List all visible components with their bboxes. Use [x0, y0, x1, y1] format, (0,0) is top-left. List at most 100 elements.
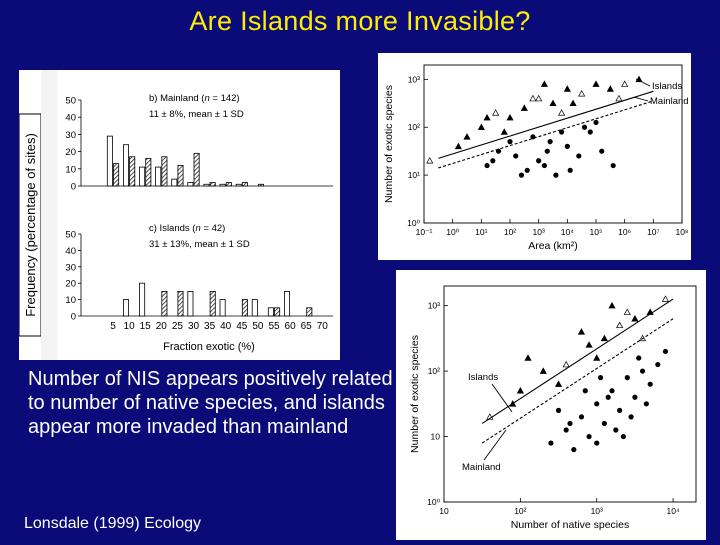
series-arrow: [635, 78, 651, 87]
x-tick-label: 10²: [504, 227, 516, 237]
islands-histogram: 0 10 20 30 40 50: [65, 230, 333, 323]
y-tick-label: 10⁰: [427, 497, 440, 507]
mainland-point: [563, 427, 569, 433]
y-tick-label: 50: [65, 230, 76, 241]
island-point: [661, 295, 670, 302]
bar-open: [187, 182, 194, 187]
mainland-point: [547, 139, 553, 145]
mainland-point: [636, 355, 642, 361]
island-point: [540, 80, 548, 87]
series-label: Islands: [468, 372, 498, 383]
island-point: [608, 301, 616, 309]
bar-hatched: [274, 307, 281, 317]
island-point: [623, 308, 631, 315]
island-point: [592, 80, 600, 87]
y-tick-label: 10³: [428, 301, 440, 311]
x-tick-label: 60: [285, 321, 297, 332]
island-point: [631, 315, 639, 322]
y-axis-label: Number of exotic species: [409, 335, 421, 453]
island-point: [554, 380, 563, 387]
mainland-point: [564, 143, 570, 149]
regression-line: [481, 318, 674, 444]
mainland-point: [662, 348, 669, 355]
bar-open: [139, 166, 146, 187]
bar-open: [123, 144, 130, 187]
x-tick-label: 10¹: [475, 227, 487, 237]
y-tick-label: 20: [65, 279, 76, 290]
x-tick-label: 5: [110, 321, 116, 332]
mainland-point: [628, 414, 634, 420]
regression-line: [481, 298, 674, 424]
bar-hatched: [209, 182, 216, 187]
y-tick-label: 0: [71, 182, 76, 193]
bar-open: [203, 183, 210, 187]
island-point: [500, 128, 508, 135]
x-tick-label: 40: [220, 321, 232, 332]
mainland-point: [567, 167, 573, 173]
y-tick-label: 10⁰: [407, 218, 420, 228]
y-tick-label: 50: [65, 96, 76, 107]
bar-hatched: [257, 183, 264, 187]
bar-hatched: [113, 163, 120, 187]
bar-open: [123, 299, 130, 317]
mainland-point: [597, 375, 604, 381]
histogram-svg: Frequency (percentage of sites) b) Mainl…: [18, 70, 340, 360]
mainland-point: [593, 119, 599, 126]
y-tick-label: 10²: [428, 366, 440, 376]
island-point: [539, 367, 547, 374]
x-tick-label: 10⁸: [675, 227, 688, 237]
island-point: [454, 142, 462, 150]
y-tick-label: 10²: [408, 122, 420, 132]
mainland-point: [555, 407, 562, 413]
island-point: [621, 80, 629, 87]
bar-hatched: [306, 307, 313, 317]
island-point: [593, 354, 601, 361]
bar-hatched: [193, 152, 200, 187]
bar-open: [267, 307, 274, 317]
y-tick-label: 10³: [408, 74, 420, 84]
slide-caption: Number of NIS appears positively related…: [28, 368, 393, 438]
bar-hatched: [161, 156, 168, 187]
x-tick-label: 10⁰: [446, 227, 459, 237]
mainland-point: [624, 375, 630, 381]
mainland-point: [559, 129, 565, 135]
x-tick-label: 10⁷: [647, 227, 660, 237]
series-label: Mainland: [650, 96, 689, 107]
mainland-point: [507, 139, 513, 145]
island-point: [463, 133, 471, 140]
x-tick-label: 50: [252, 321, 264, 332]
bar-open: [171, 178, 178, 187]
mainland-panel-label: b) Mainland (n = 142): [149, 93, 240, 104]
bar-open: [187, 290, 194, 317]
y-tick-label: 20: [65, 147, 76, 158]
mainland-point: [586, 433, 592, 440]
mainland-point: [587, 129, 593, 135]
mainland-point: [620, 433, 627, 440]
islands-panel-label: c) Islands (n = 42): [149, 223, 225, 234]
island-point: [477, 123, 485, 130]
x-axis-label: Area (km²): [528, 240, 578, 252]
bar-open: [283, 290, 290, 317]
mainland-point: [632, 394, 638, 400]
plot-frame: [443, 285, 697, 503]
y-axis-label: Number of exotic species: [383, 85, 395, 203]
bar-hatched: [225, 182, 232, 187]
island-point: [606, 85, 614, 92]
bar-hatched: [177, 290, 184, 317]
mainland-point: [594, 440, 600, 446]
plot-frame: [423, 64, 683, 224]
slide-credit: Lonsdale (1999) Ecology: [24, 515, 202, 532]
area-scatter-figure: 10⁻¹ 10⁰ 10¹ 10² 10³ 10⁴ 10⁵ 10⁶ 10⁷ 10⁸ 10⁰ 10¹ 10²…: [378, 53, 691, 260]
mainland-point: [594, 401, 600, 407]
area-scatter-svg: 10⁻¹ 10⁰ 10¹ 10² 10³ 10⁴ 10⁵ 10⁶ 10⁷ 10⁸10⁰10¹10²…: [383, 64, 689, 252]
mainland-point: [518, 172, 525, 178]
bar-open: [219, 299, 226, 317]
mainland-point: [553, 172, 559, 178]
x-tick-label: 65: [301, 321, 313, 332]
mainland-point: [581, 124, 588, 130]
y-tick-label: 40: [65, 246, 76, 257]
series-arrow: [491, 383, 513, 413]
native-scatter-figure: 10 10² 10³ 10⁴ 10⁰ 10 10² 10³ Number of native s…: [396, 270, 706, 540]
island-point: [569, 99, 577, 107]
